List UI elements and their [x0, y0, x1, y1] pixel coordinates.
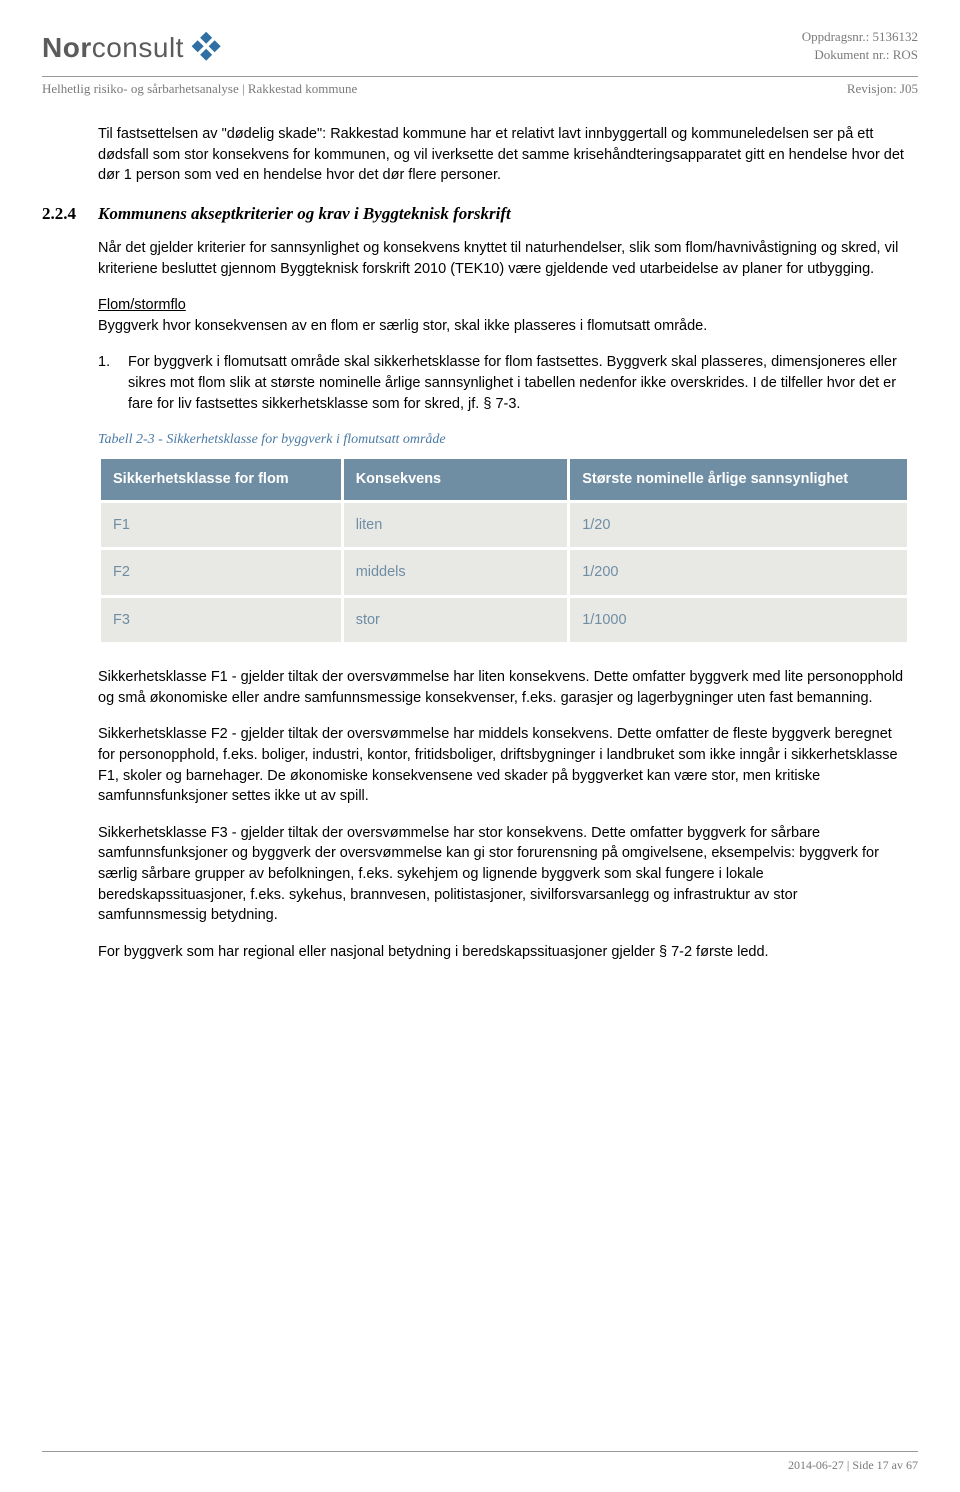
paragraph: For byggverk som har regional eller nasj… [98, 942, 910, 963]
table-row: F1 liten 1/20 [100, 501, 909, 549]
content: Til fastsettelsen av "dødelig skade": Ra… [42, 124, 918, 962]
cell: middels [342, 549, 569, 597]
table-row: F3 stor 1/1000 [100, 596, 909, 644]
numbered-list: 1. For byggverk i flomutsatt område skal… [98, 352, 910, 414]
page-header: Norconsult Oppdragsnr.: 5136132 Dokument… [42, 28, 918, 68]
section-heading: 2.2.4 Kommunens akseptkriterier og krav … [42, 202, 910, 226]
col-header: Sikkerhetsklasse for flom [100, 457, 343, 501]
list-number: 1. [98, 352, 116, 414]
cell: 1/200 [569, 549, 909, 597]
cell: 1/1000 [569, 596, 909, 644]
flom-subheading: Flom/stormflo [98, 295, 910, 316]
paragraph: Sikkerhetsklasse F3 - gjelder tiltak der… [98, 823, 910, 926]
header-rule [42, 76, 918, 77]
col-header: Konsekvens [342, 457, 569, 501]
table-row: F2 middels 1/200 [100, 549, 909, 597]
paragraph: Sikkerhetsklasse F2 - gjelder tiltak der… [98, 724, 910, 806]
doc-meta: Oppdragsnr.: 5136132 Dokument nr.: ROS [802, 28, 918, 64]
assignment-number: Oppdragsnr.: 5136132 [802, 28, 918, 46]
logo-diamond-icon [190, 31, 224, 65]
intro-paragraph: Til fastsettelsen av "dødelig skade": Ra… [98, 124, 910, 186]
cell: F2 [100, 549, 343, 597]
footer-rule [42, 1451, 918, 1452]
list-item: 1. For byggverk i flomutsatt område skal… [98, 352, 910, 414]
paragraph: Byggverk hvor konsekvensen av en flom er… [98, 316, 910, 337]
logo-text: Norconsult [42, 28, 184, 68]
col-header: Største nominelle årlige sannsynlighet [569, 457, 909, 501]
section-title: Kommunens akseptkriterier og krav i Bygg… [98, 202, 511, 226]
cell: F1 [100, 501, 343, 549]
cell: 1/20 [569, 501, 909, 549]
subheader: Helhetlig risiko- og sårbarhetsanalyse |… [42, 80, 918, 98]
table-header-row: Sikkerhetsklasse for flom Konsekvens Stø… [100, 457, 909, 501]
revision-label: Revisjon: J05 [847, 80, 918, 98]
section-number: 2.2.4 [42, 202, 98, 226]
document-number: Dokument nr.: ROS [802, 46, 918, 64]
cell: liten [342, 501, 569, 549]
cell: stor [342, 596, 569, 644]
safety-class-table: Sikkerhetsklasse for flom Konsekvens Stø… [98, 456, 910, 645]
cell: F3 [100, 596, 343, 644]
paragraph: Sikkerhetsklasse F1 - gjelder tiltak der… [98, 667, 910, 708]
doc-title-breadcrumb: Helhetlig risiko- og sårbarhetsanalyse |… [42, 80, 357, 98]
logo: Norconsult [42, 28, 224, 68]
page-footer: 2014-06-27 | Side 17 av 67 [788, 1457, 918, 1474]
list-text: For byggverk i flomutsatt område skal si… [128, 352, 910, 414]
paragraph: Når det gjelder kriterier for sannsynlig… [98, 238, 910, 279]
table-caption: Tabell 2-3 - Sikkerhetsklasse for byggve… [98, 430, 910, 450]
